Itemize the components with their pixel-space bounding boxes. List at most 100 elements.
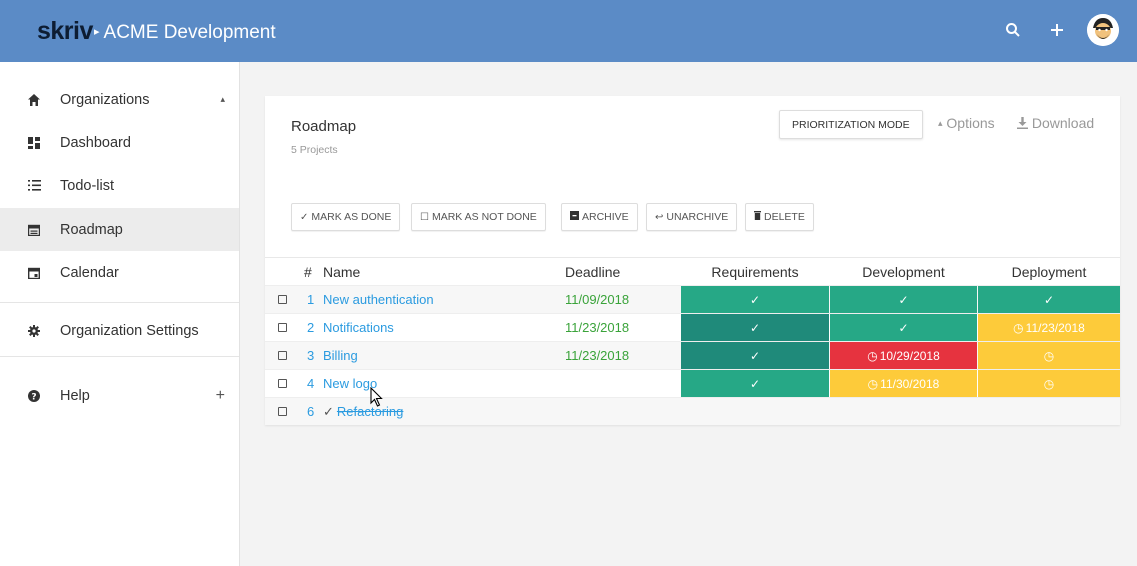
column-header-deadline[interactable]: Deadline [565, 264, 621, 280]
sidebar-item-organizations[interactable]: Organizations ▴ [0, 78, 239, 121]
development-status-cell[interactable] [830, 398, 977, 425]
project-name-link[interactable]: Notifications [323, 320, 394, 335]
table-row[interactable]: 6 ✓ Refactoring [265, 397, 1120, 425]
unarchive-button[interactable]: ↩ UNARCHIVE [646, 203, 738, 231]
requirements-status-cell[interactable]: ✓ [681, 286, 829, 313]
deadline-value: 11/09/2018 [565, 292, 630, 307]
mark-as-not-done-button[interactable]: ☐ MARK AS NOT DONE [411, 203, 546, 231]
requirements-status-cell[interactable]: ✓ [681, 314, 829, 341]
sidebar-item-help[interactable]: ? Help + [0, 374, 239, 417]
row-number: 2 [307, 320, 315, 335]
expand-plus-icon[interactable]: + [215, 386, 225, 404]
column-header-deployment[interactable]: Deployment [1011, 264, 1087, 280]
mark-as-done-label: MARK AS DONE [311, 211, 392, 223]
project-name-link[interactable]: Billing [323, 348, 358, 363]
row-checkbox[interactable] [278, 407, 287, 416]
archive-label: ARCHIVE [582, 211, 629, 223]
brand-logo[interactable]: skriv [37, 17, 93, 45]
sidebar-item-label: Calendar [60, 264, 119, 281]
sidebar-item-dashboard[interactable]: Dashboard [0, 121, 239, 164]
deployment-status-cell[interactable] [978, 398, 1120, 425]
collapse-caret-icon[interactable]: ▴ [220, 94, 225, 104]
table-row[interactable]: 1 New authentication 11/09/2018 ✓ ✓ ✓ [265, 285, 1120, 313]
sidebar-item-label: Dashboard [60, 134, 131, 151]
options-toggle[interactable]: ▴ Options [938, 115, 995, 131]
check-icon: ✓ [898, 292, 909, 307]
deployment-status-cell[interactable]: ◷ [978, 370, 1120, 397]
clock-icon: ◷ [1043, 376, 1055, 391]
row-checkbox[interactable] [278, 295, 287, 304]
sidebar-item-label: Todo-list [60, 177, 114, 194]
breadcrumb-separator: ▸ [94, 26, 100, 38]
sidebar-item-label: Roadmap [60, 221, 123, 238]
table-row[interactable]: 4 New logo ✓ ◷ 11/30/2018 ◷ [265, 369, 1120, 397]
clock-icon: ◷ [867, 348, 878, 363]
project-name-label: Refactoring [336, 404, 404, 419]
mouse-cursor-icon [370, 386, 384, 407]
column-header-name[interactable]: Name [323, 264, 361, 280]
add-icon[interactable] [1042, 15, 1072, 45]
delete-button[interactable]: DELETE [745, 203, 814, 231]
row-checkbox[interactable] [278, 379, 287, 388]
project-name-link[interactable]: New logo [323, 376, 378, 391]
sidebar-item-label: Organizations [60, 91, 150, 108]
row-checkbox[interactable] [278, 323, 287, 332]
home-icon [27, 93, 41, 107]
development-status-cell[interactable]: ◷ 11/30/2018 [830, 370, 977, 397]
check-icon: ✓ [749, 320, 761, 335]
project-name-link[interactable]: ✓ Refactoring [323, 404, 403, 420]
check-icon: ✓ [898, 320, 909, 335]
page-title: Roadmap [291, 118, 357, 135]
project-count: 5 Projects [291, 144, 338, 156]
row-checkbox[interactable] [278, 351, 287, 360]
project-name-link[interactable]: New authentication [323, 292, 434, 307]
sidebar-item-organization-settings[interactable]: Organization Settings [0, 309, 239, 352]
sidebar-item-calendar[interactable]: Calendar [0, 251, 239, 294]
column-header-development[interactable]: Development [862, 264, 945, 280]
prioritization-mode-button[interactable]: PRIORITIZATION MODE [779, 110, 923, 139]
clock-icon: ◷ [867, 376, 879, 391]
column-header-requirements[interactable]: Requirements [711, 264, 799, 280]
deployment-status-cell[interactable]: ◷ [978, 342, 1120, 369]
options-label: Options [946, 115, 995, 131]
dashboard-icon [27, 136, 41, 150]
table-row[interactable]: 2 Notifications 11/23/2018 ✓ ✓ ◷ 11/23/20… [265, 313, 1120, 341]
roadmap-card: Roadmap 5 Projects PRIORITIZATION MODE ▴… [265, 96, 1120, 425]
done-check-icon: ✓ [323, 404, 334, 419]
top-bar: skriv ▸ ACME Development [0, 0, 1137, 62]
table-row[interactable]: 3 Billing 11/23/2018 ✓ ◷ 10/29/2018 ◷ [265, 341, 1120, 369]
row-number: 1 [307, 292, 315, 307]
row-number: 6 [307, 404, 315, 419]
search-icon[interactable] [998, 15, 1028, 45]
sidebar-item-roadmap[interactable]: Roadmap [0, 208, 239, 251]
breadcrumb[interactable]: ▸ ACME Development [94, 21, 276, 44]
list-icon [27, 179, 41, 193]
sidebar-item-label: Help [60, 387, 90, 404]
deployment-status-cell[interactable]: ✓ [978, 286, 1120, 313]
calendar-icon [27, 266, 41, 280]
archive-button[interactable]: ARCHIVE [561, 203, 638, 231]
sidebar-item-label: Organization Settings [60, 322, 199, 339]
development-date: 11/30/2018 [880, 376, 940, 391]
caret-up-icon: ▴ [938, 118, 943, 128]
requirements-status-cell[interactable]: ✓ [681, 370, 829, 397]
sidebar: Organizations ▴ Dashboard Todo-list Road… [0, 62, 240, 566]
mark-as-not-done-label: MARK AS NOT DONE [431, 211, 537, 223]
user-avatar[interactable] [1087, 14, 1119, 46]
development-status-cell[interactable]: ✓ [830, 286, 977, 313]
development-status-cell[interactable]: ◷ 10/29/2018 [830, 342, 977, 369]
requirements-status-cell[interactable]: ✓ [681, 342, 829, 369]
deployment-date: 11/23/2018 [1025, 320, 1085, 335]
mark-as-done-button[interactable]: ✓ MARK AS DONE [291, 203, 401, 231]
download-label: Download [1031, 115, 1095, 131]
sidebar-item-todo-list[interactable]: Todo-list [0, 164, 239, 207]
gear-icon [27, 324, 41, 338]
clock-icon: ◷ [1043, 348, 1055, 363]
requirements-status-cell[interactable] [681, 398, 829, 425]
breadcrumb-organization[interactable]: ACME Development [103, 22, 276, 43]
deployment-status-cell[interactable]: ◷ 11/23/2018 [978, 314, 1120, 341]
download-button[interactable]: Download [1017, 115, 1094, 132]
column-header-number[interactable]: # [304, 264, 312, 280]
development-status-cell[interactable]: ✓ [830, 314, 977, 341]
clock-icon: ◷ [1013, 320, 1024, 335]
